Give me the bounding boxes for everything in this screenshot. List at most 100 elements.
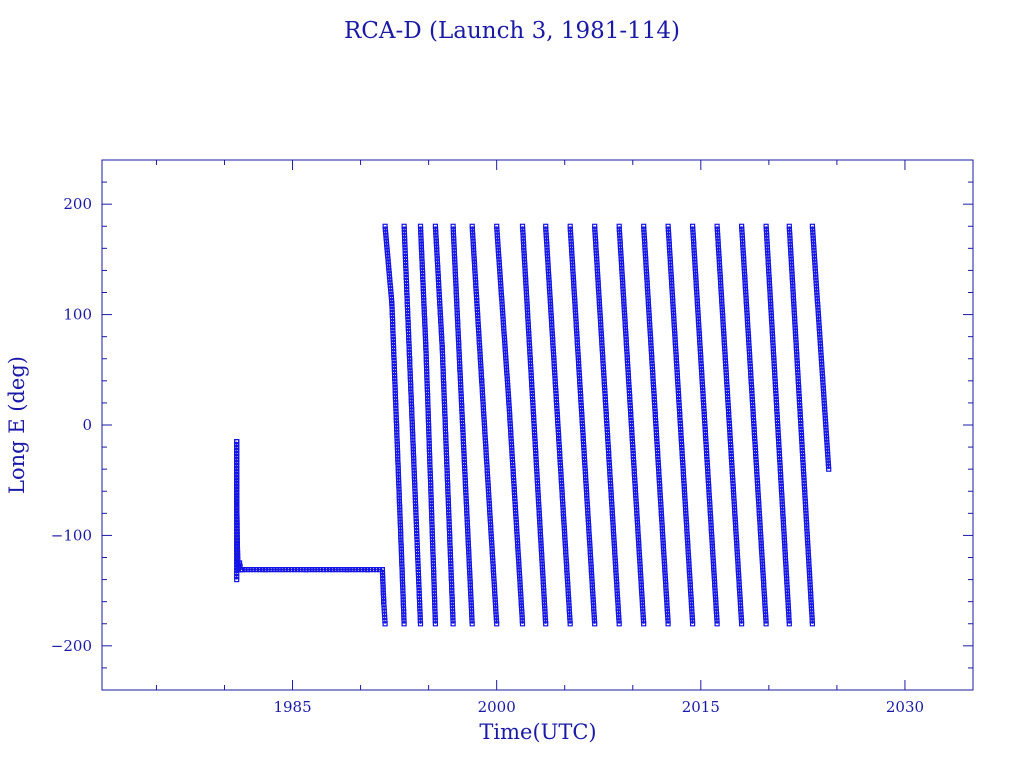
data-point xyxy=(775,426,781,433)
data-point xyxy=(545,271,552,277)
data-point xyxy=(419,253,425,259)
data-point xyxy=(538,540,544,546)
data-point xyxy=(804,534,811,540)
data-point xyxy=(672,340,678,346)
data-point xyxy=(820,388,827,394)
data-point xyxy=(667,250,673,256)
data-point xyxy=(729,471,736,477)
data-point xyxy=(646,319,653,325)
data-point xyxy=(400,603,406,609)
data-point xyxy=(782,549,788,555)
data-point xyxy=(530,400,536,406)
data-point xyxy=(441,381,447,387)
data-point xyxy=(730,486,737,492)
data-point xyxy=(741,262,747,268)
data-point xyxy=(744,316,751,322)
data-point xyxy=(234,454,240,460)
data-point xyxy=(413,506,419,512)
x-tick-label: 2000 xyxy=(478,698,516,716)
data-point xyxy=(749,391,755,397)
data-point xyxy=(418,232,424,238)
data-point xyxy=(473,283,479,289)
data-point xyxy=(770,340,776,346)
data-point xyxy=(536,504,542,510)
data-point xyxy=(541,591,547,597)
data-point xyxy=(294,566,300,573)
data-point xyxy=(576,370,582,376)
data-point xyxy=(428,495,434,501)
data-point xyxy=(708,522,714,528)
data-point xyxy=(663,588,669,594)
data-point xyxy=(622,328,629,334)
data-point xyxy=(588,561,594,567)
data-point xyxy=(601,382,608,388)
data-point xyxy=(608,489,614,495)
data-point xyxy=(574,334,580,340)
data-point xyxy=(611,534,617,540)
data-point xyxy=(391,366,397,372)
data-point xyxy=(315,566,321,573)
data-point xyxy=(599,346,605,352)
data-point xyxy=(743,289,749,295)
data-point xyxy=(438,330,444,336)
data-point xyxy=(405,320,411,326)
data-point xyxy=(469,621,475,627)
data-point xyxy=(423,342,429,348)
data-point xyxy=(583,480,589,486)
data-point xyxy=(538,543,544,549)
data-point xyxy=(254,566,260,573)
data-point xyxy=(641,235,648,241)
data-point xyxy=(677,411,683,418)
data-point xyxy=(522,268,528,274)
data-point xyxy=(626,388,632,394)
data-point xyxy=(234,573,240,580)
data-point xyxy=(797,411,803,418)
data-point xyxy=(802,495,808,501)
data-point xyxy=(563,558,569,564)
data-point xyxy=(569,256,575,262)
data-point xyxy=(417,600,423,606)
data-point xyxy=(702,429,709,436)
data-point xyxy=(401,612,407,618)
y-tick-label: −100 xyxy=(51,526,92,544)
data-point xyxy=(668,271,674,277)
data-point xyxy=(488,522,494,528)
data-point xyxy=(666,232,672,238)
data-point xyxy=(632,483,638,489)
data-point xyxy=(714,615,720,621)
data-point xyxy=(731,495,737,501)
data-point xyxy=(631,465,637,471)
data-point xyxy=(726,423,733,430)
data-point xyxy=(709,540,715,546)
data-point xyxy=(484,459,490,465)
data-point xyxy=(449,585,455,591)
data-point xyxy=(482,426,488,432)
data-point xyxy=(520,235,526,241)
data-point xyxy=(814,292,820,298)
data-point xyxy=(496,256,502,262)
data-point xyxy=(682,501,688,507)
data-point xyxy=(514,528,520,534)
data-point xyxy=(692,259,698,265)
data-point xyxy=(399,555,405,561)
data-point xyxy=(824,439,830,445)
data-point xyxy=(552,385,559,391)
data-point xyxy=(464,507,470,513)
data-point xyxy=(753,456,759,462)
data-point xyxy=(539,567,546,573)
data-point xyxy=(639,603,646,609)
data-point xyxy=(551,367,558,373)
data-point xyxy=(568,241,574,247)
data-point xyxy=(384,247,390,253)
data-point xyxy=(480,402,486,408)
data-point xyxy=(441,390,447,396)
data-point xyxy=(627,394,633,400)
data-point xyxy=(679,453,685,459)
data-point xyxy=(472,265,478,271)
data-point xyxy=(521,256,528,262)
data-point xyxy=(635,531,641,537)
data-point xyxy=(472,262,478,268)
data-point xyxy=(440,369,446,375)
data-point xyxy=(727,432,733,439)
data-point xyxy=(758,546,765,552)
